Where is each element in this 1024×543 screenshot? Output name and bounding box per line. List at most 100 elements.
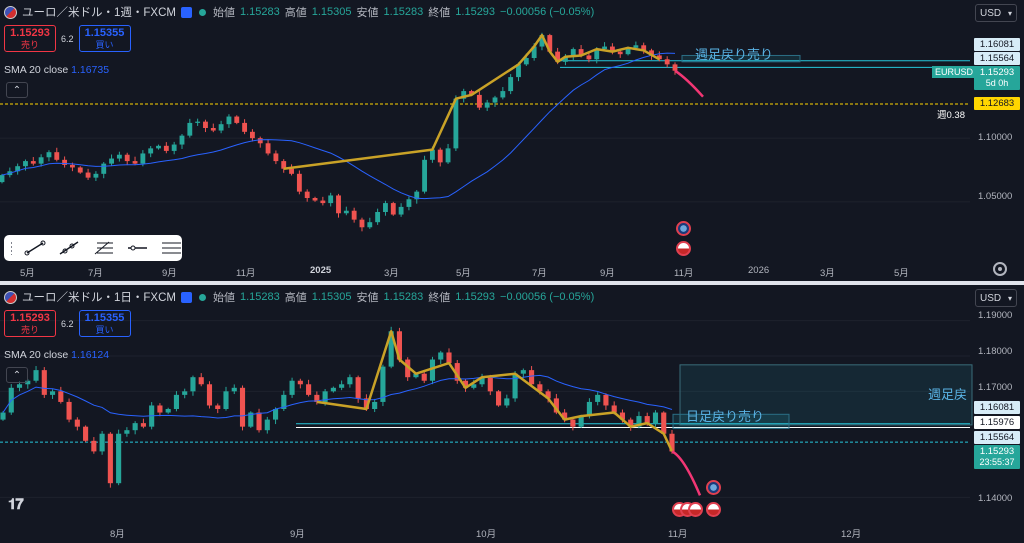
buy-button[interactable]: 1.15355 買い [78,310,131,337]
candle-body [406,199,412,207]
economic-event-icon[interactable] [676,221,691,236]
candle-body [594,49,600,60]
parallel-lines-tool-icon[interactable] [160,239,182,257]
us-event-flag-icon[interactable] [688,502,703,517]
us-event-flag-icon[interactable] [676,241,691,256]
candle-body [58,391,64,402]
candle-body [355,377,361,399]
buy-button[interactable]: 1.15355 買い [78,25,131,52]
candle-body [93,173,99,178]
candle-body [553,398,559,413]
candle-body [312,198,318,201]
candle-body [351,210,357,220]
candle-body [563,56,568,62]
candle-body [453,98,459,149]
x-tick: 11月 [674,268,694,279]
candle-body [363,398,369,409]
settings-gear-icon[interactable] [993,262,1007,276]
weekly-pullback-zone-label[interactable]: 週足戻 [928,387,968,402]
trend-line-tool-icon[interactable] [24,239,46,257]
candle-body [322,391,328,402]
candle-body [215,405,221,409]
sma-value: 1.16735 [71,64,110,76]
candle-body [661,412,667,434]
candle-body [669,433,675,452]
candle-body [562,412,568,420]
candle-body [429,149,435,160]
fib-retracement-tool-icon[interactable] [92,239,114,257]
sell-button[interactable]: 1.15293 売り [4,25,56,52]
tradingview-logo[interactable]: 𝟏𝟕 [8,496,24,513]
sma-legend[interactable]: SMA 20 close 1.16124 [4,349,109,361]
weekly-pullback-sell-label[interactable]: 週足戻り売り [695,47,774,62]
x-tick: 12月 [841,529,862,540]
candle-body [198,377,204,385]
economic-event-icon[interactable] [706,480,721,495]
candle-body [445,148,451,163]
sell-button[interactable]: 1.15293 売り [4,310,56,337]
candle-body [619,412,626,420]
candle-body [625,47,631,55]
weekly-chart-canvas[interactable] [0,0,1024,281]
candle-body [504,398,510,406]
sell-price: 1.15293 [10,312,50,324]
candle-body [296,173,302,192]
collapse-legend-button[interactable]: ⌃ [6,82,28,98]
eurusd-flag-icon [4,290,17,304]
buy-price: 1.15355 [84,27,125,39]
close-label: 終値 [428,292,451,304]
collapse-legend-button[interactable]: ⌃ [6,367,28,383]
pane-divider[interactable] [0,281,1024,285]
currency-select[interactable]: USD ▾ [975,289,1017,307]
candle-body [0,175,5,183]
us-event-flag-icon[interactable] [706,502,721,517]
candle-body [495,391,502,406]
daily-chart-canvas[interactable] [0,285,1024,543]
buy-label: 買い [95,325,114,335]
candle-body [107,433,113,484]
grip-handle-icon[interactable] [10,241,12,255]
close-value: 1.15293 [455,6,496,18]
weekly-trade-buttons: 1.15293 売り 6.2 1.15355 買い [4,25,131,52]
weekly-symbol-title[interactable]: ユーロ／米ドル・1週・FXCM [22,7,176,19]
candle-body [297,380,303,385]
candle-body [54,152,60,160]
horizontal-ray-tool-icon[interactable] [126,239,148,257]
y-tick: 1.17000 [978,382,1013,393]
alert-icon[interactable] [180,6,192,18]
price-tag-level-2: 1.15564 [974,52,1020,65]
ray-tool-icon[interactable] [58,239,80,257]
x-tick: 9月 [290,529,305,540]
candle-body [529,370,535,385]
candle-body [462,380,469,388]
fib-level-label: 週0.38 [937,110,965,121]
candle-body [242,122,248,132]
alert-icon[interactable] [180,291,192,303]
candle-body [545,391,551,399]
candle-body [30,161,36,164]
candle-body [33,370,39,381]
daily-chart-pane[interactable]: ユーロ／米ドル・1日・FXCM 始値 1.15283 高値 1.15305 安値 1.… [0,285,1024,543]
candle-body [405,359,411,378]
daily-symbol-title[interactable]: ユーロ／米ドル・1日・FXCM [22,292,176,304]
candle-body [314,394,320,402]
y-tick: 1.10000 [978,132,1013,143]
currency-value: USD [980,8,1002,19]
candle-body [414,191,420,200]
x-tick: 2025 [310,265,332,276]
market-open-icon [198,293,206,301]
currency-select[interactable]: USD ▾ [975,4,1017,22]
candle-body [343,210,349,214]
daily-trade-buttons: 1.15293 売り 6.2 1.15355 買い [4,310,131,337]
candle-body [336,195,341,214]
open-label: 始値 [212,7,235,19]
weekly-chart-pane[interactable]: ユーロ／米ドル・1週・FXCM 始値 1.15283 高値 1.15305 安値 1.… [0,0,1024,281]
candle-body [547,35,553,52]
drawing-toolbar[interactable] [4,235,182,261]
candle-body [140,153,146,164]
daily-pullback-sell-label[interactable]: 日足戻り売り [686,409,765,424]
sma-legend[interactable]: SMA 20 close 1.16735 [4,64,109,76]
candle-body [190,377,196,392]
candle-body [140,423,146,427]
price-tag-last: 1.15293 5d 0h [974,66,1020,90]
